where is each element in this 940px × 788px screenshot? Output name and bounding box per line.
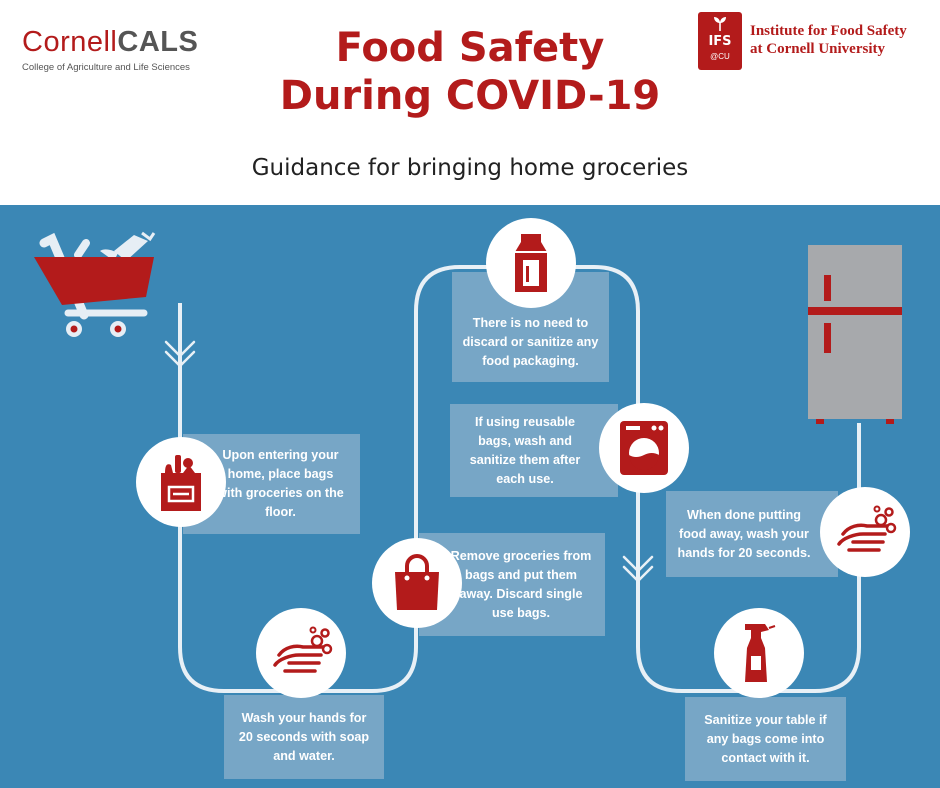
- step-icon-wash-hands-1: [256, 608, 346, 698]
- title-line-2: During COVID-19: [279, 73, 661, 119]
- page-title: Food Safety During COVID-19: [200, 24, 740, 120]
- sprout-icon: [714, 17, 726, 31]
- step-card-wash-hands-2: When done putting food away, wash your h…: [666, 491, 838, 577]
- step-card-sanitize-table: Sanitize your table if any bags come int…: [685, 697, 846, 781]
- cals-brand: CALS: [117, 26, 199, 58]
- cornell-tagline: College of Agriculture and Life Sciences: [22, 62, 190, 73]
- spray-bottle-icon: [745, 624, 776, 682]
- step-icon-wash-hands-2: [820, 487, 910, 577]
- step-card-wash-hands-1: Wash your hands for 20 seconds with soap…: [224, 695, 384, 779]
- hand-washing-icon: [273, 626, 333, 673]
- title-line-1: Food Safety: [335, 25, 605, 71]
- ifs-logo: IFS @CU Institute for Food Safety at Cor…: [698, 12, 928, 74]
- cornell-brand: Cornell: [22, 26, 118, 58]
- washing-machine-icon: [620, 421, 668, 475]
- milk-carton-icon: [515, 234, 547, 292]
- step-icon-sanitize-table: [714, 608, 804, 698]
- step-icon-packaging: [486, 218, 576, 308]
- ifs-badge: IFS @CU: [698, 12, 742, 70]
- step-icon-remove-groceries: [372, 538, 462, 628]
- step-icon-place-bags: [136, 437, 226, 527]
- refrigerator-icon: [808, 245, 902, 424]
- infographic-panel: Upon entering your home, place bags with…: [0, 205, 940, 788]
- ifs-badge-text: IFS: [708, 34, 732, 49]
- step-icon-reusable-bags: [599, 403, 689, 493]
- hand-washing-icon: [837, 505, 897, 552]
- ifs-name-line-2: at Cornell University: [750, 41, 885, 57]
- step-card-remove-groceries: Remove groceries from bags and put them …: [419, 533, 605, 636]
- step-card-packaging: There is no need to discard or sanitize …: [452, 272, 609, 382]
- step-card-reusable-bags: If using reusable bags, wash and sanitiz…: [450, 404, 618, 497]
- shopping-bag-icon: [395, 554, 439, 610]
- shopping-cart-icon: [34, 231, 156, 337]
- ifs-badge-subtext: @CU: [710, 52, 730, 61]
- cornell-wordmark: CornellCALS: [22, 26, 232, 59]
- ifs-name-line-1: Institute for Food Safety: [750, 23, 907, 39]
- grocery-bag-icon: [161, 455, 201, 511]
- ifs-name: Institute for Food Safety at Cornell Uni…: [750, 22, 930, 58]
- page-subtitle: Guidance for bringing home groceries: [251, 155, 689, 181]
- header: CornellCALS College of Agriculture and L…: [0, 0, 940, 205]
- cornell-cals-logo: CornellCALS College of Agriculture and L…: [22, 26, 232, 73]
